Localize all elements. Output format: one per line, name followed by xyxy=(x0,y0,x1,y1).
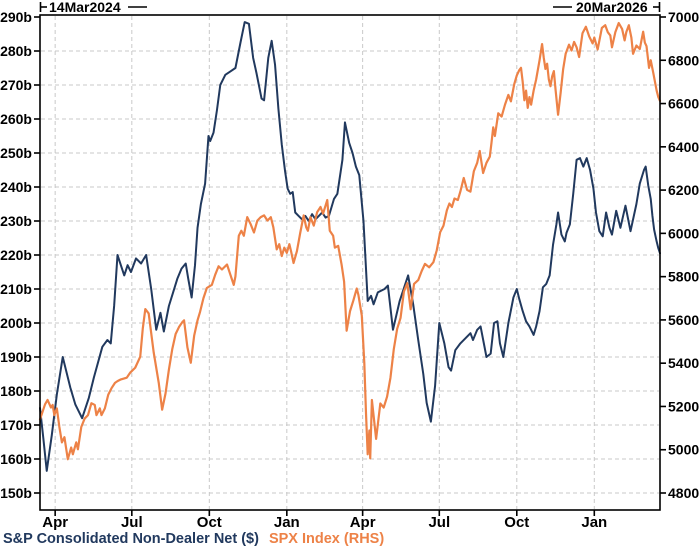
date-range-start-label: 14Mar2024 xyxy=(49,0,121,15)
svg-text:6200: 6200 xyxy=(668,182,699,198)
svg-text:Jul: Jul xyxy=(428,514,450,531)
svg-text:Apr: Apr xyxy=(350,514,376,531)
svg-text:5800: 5800 xyxy=(668,269,699,285)
svg-text:280b: 280b xyxy=(0,43,32,59)
svg-text:Apr: Apr xyxy=(42,514,68,531)
svg-text:6600: 6600 xyxy=(668,96,699,112)
chart-legend: S&P Consolidated Non-Dealer Net ($) SPX I… xyxy=(3,531,384,547)
svg-text:6800: 6800 xyxy=(668,52,699,68)
svg-text:5400: 5400 xyxy=(668,355,699,371)
svg-text:7000: 7000 xyxy=(668,9,699,25)
svg-text:150b: 150b xyxy=(0,485,32,501)
svg-text:Jan: Jan xyxy=(581,514,607,531)
date-range-bracket xyxy=(39,2,661,12)
plot-frame xyxy=(39,14,661,511)
svg-text:5200: 5200 xyxy=(668,398,699,414)
svg-text:Jul: Jul xyxy=(121,514,143,531)
svg-text:Jan: Jan xyxy=(274,514,300,531)
svg-text:250b: 250b xyxy=(0,145,32,161)
svg-text:6400: 6400 xyxy=(668,139,699,155)
svg-text:160b: 160b xyxy=(0,451,32,467)
y-axis-right: 7000 6800 6600 6400 6200 6000 5800 5600 5400 5200… xyxy=(660,9,699,501)
svg-text:180b: 180b xyxy=(0,383,32,399)
svg-text:Oct: Oct xyxy=(197,514,222,531)
series-line-non-dealer-net xyxy=(39,21,661,472)
legend-item-non-dealer-net: S&P Consolidated Non-Dealer Net ($) xyxy=(3,531,259,547)
svg-text:290b: 290b xyxy=(0,9,32,25)
svg-text:6000: 6000 xyxy=(668,225,699,241)
legend-item-spx-index: SPX Index (RHS) xyxy=(268,531,385,547)
svg-text:240b: 240b xyxy=(0,179,32,195)
svg-text:190b: 190b xyxy=(0,349,32,365)
svg-text:210b: 210b xyxy=(0,281,32,297)
svg-text:4800: 4800 xyxy=(668,485,699,501)
svg-text:260b: 260b xyxy=(0,111,32,127)
svg-text:230b: 230b xyxy=(0,213,32,229)
series-line-spx-index xyxy=(38,21,662,461)
date-range-end-label: 20Mar2026 xyxy=(576,0,648,15)
svg-text:270b: 270b xyxy=(0,77,32,93)
svg-text:5600: 5600 xyxy=(668,312,699,328)
svg-text:5000: 5000 xyxy=(668,442,699,458)
svg-text:Oct: Oct xyxy=(504,514,529,531)
svg-text:170b: 170b xyxy=(0,417,32,433)
svg-text:200b: 200b xyxy=(0,315,32,331)
y-axis-left: 290b 280b 270b 260b 250b 240b 230b 220b 210b 200b… xyxy=(0,9,40,501)
x-axis: Apr Jul Oct Jan Apr Jul Oct Jan xyxy=(42,510,607,531)
svg-text:220b: 220b xyxy=(0,247,32,263)
